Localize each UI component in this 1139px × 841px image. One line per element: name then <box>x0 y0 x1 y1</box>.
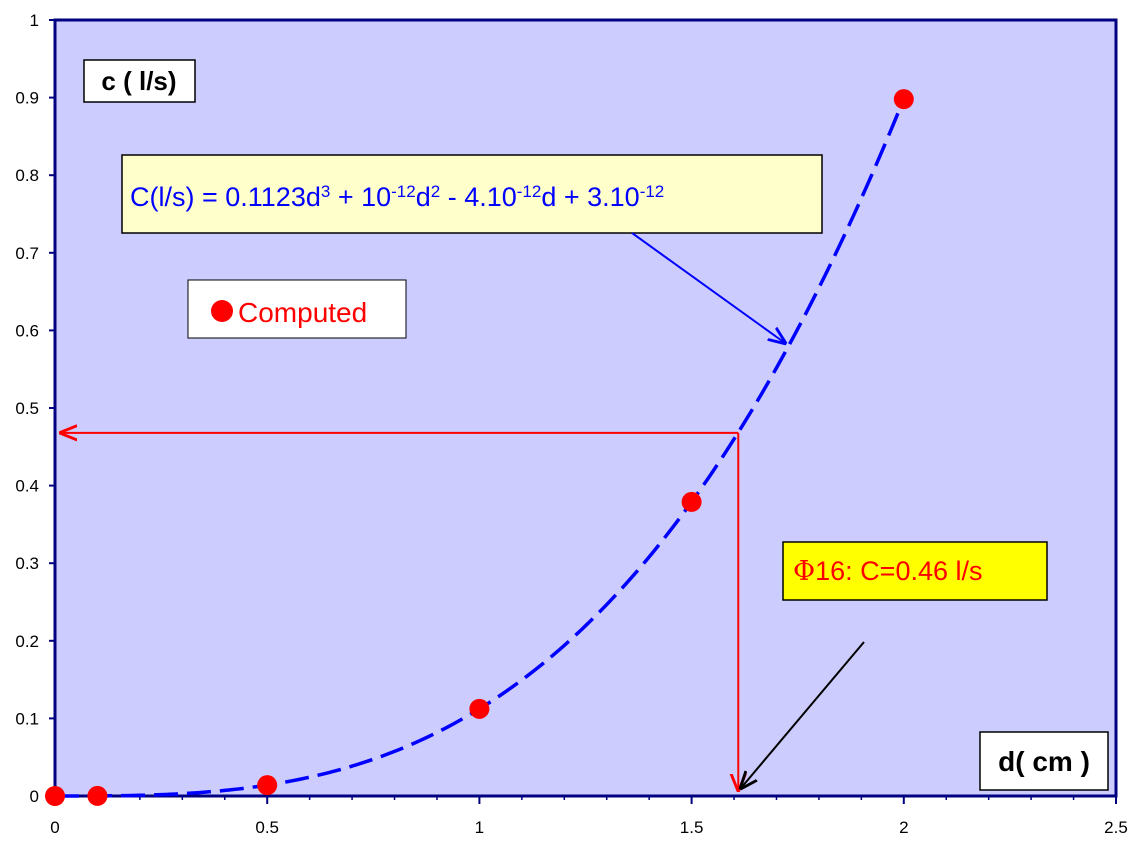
trendline-equation: C(l/s) = 0.1123d3 + 10-12d2 - 4.10-12d +… <box>130 182 664 213</box>
annotation-text: Φ16: C=0.46 l/s <box>793 556 983 587</box>
equation-pointer-arrow <box>631 232 785 343</box>
x-axis-label-box: d( cm ) <box>979 731 1109 791</box>
plot-area <box>53 18 1118 798</box>
y-axis-label: c ( l/s) <box>101 66 176 96</box>
y-tick-label: 0.1 <box>15 709 39 728</box>
data-point <box>45 786 65 806</box>
y-tick-label: 0.6 <box>15 321 39 340</box>
x-tick-label: 1 <box>475 818 484 837</box>
legend-marker-computed <box>211 300 233 322</box>
x-tick-label: 0.5 <box>255 818 279 837</box>
y-tick-label: 0 <box>30 787 39 806</box>
y-tick-label: 1 <box>30 11 39 30</box>
y-tick-label: 0.9 <box>15 89 39 108</box>
annotation-box: Φ16: C=0.46 l/s <box>782 541 1048 601</box>
equation-box: C(l/s) = 0.1123d3 + 10-12d2 - 4.10-12d +… <box>121 154 823 234</box>
data-point <box>87 785 108 806</box>
y-axis-label-box: c ( l/s) <box>83 59 196 103</box>
x-axis-ticks: 0 0.5 1 1.5 2 2.5 <box>50 796 1128 837</box>
y-tick-label: 0.2 <box>15 632 39 651</box>
data-point <box>257 775 278 796</box>
y-axis-ticks: 0 0.1 0.2 0.3 0.4 0.5 0.6 0.7 0.8 0.9 1 <box>15 11 55 806</box>
x-tick-label: 2.5 <box>1104 818 1128 837</box>
y-tick-label: 0.7 <box>15 244 39 263</box>
x-tick-label: 2 <box>899 818 908 837</box>
data-point <box>893 89 914 110</box>
legend-label-computed: Computed <box>238 297 367 328</box>
data-point <box>469 698 490 719</box>
x-tick-label: 0 <box>50 818 59 837</box>
annotation-pointer-arrow <box>741 641 865 788</box>
x-axis-label: d( cm ) <box>998 746 1090 777</box>
legend: Computed <box>187 279 407 339</box>
y-tick-label: 0.8 <box>15 166 39 185</box>
computed-points <box>45 89 914 806</box>
y-tick-label: 0.4 <box>15 477 39 496</box>
data-point <box>681 491 702 512</box>
y-tick-label: 0.3 <box>15 554 39 573</box>
x-tick-label: 1.5 <box>680 818 704 837</box>
y-tick-label: 0.5 <box>15 399 39 418</box>
